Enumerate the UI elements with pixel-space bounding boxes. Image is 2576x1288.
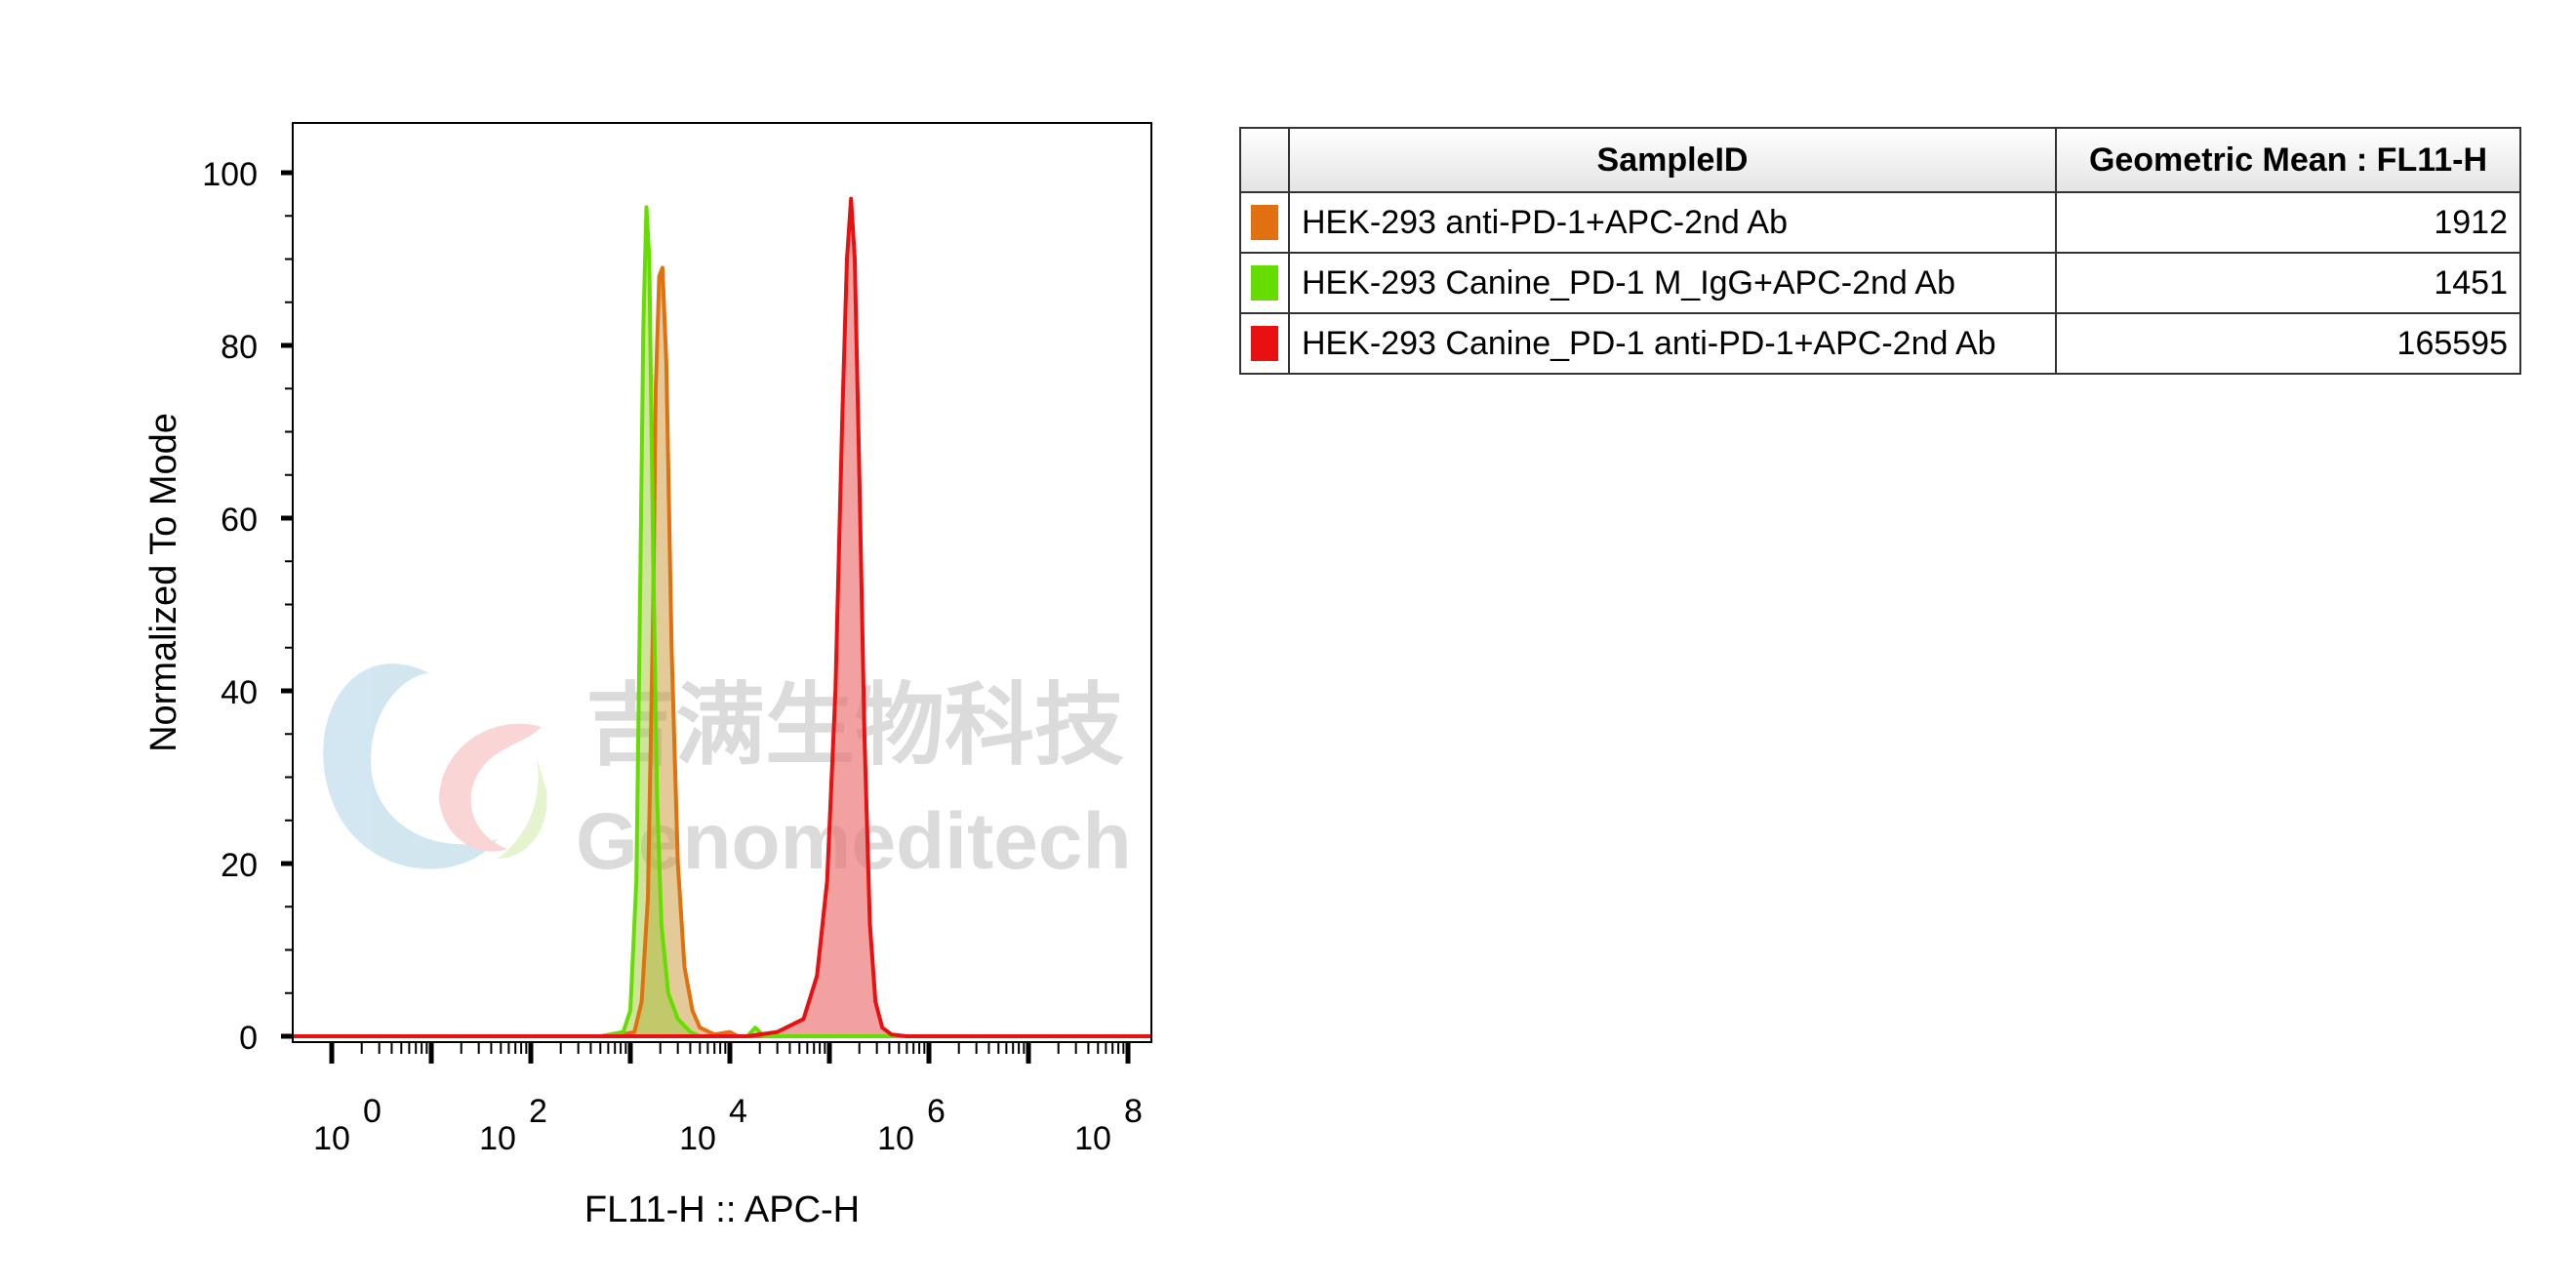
- x-axis-label: FL11-H :: APC-H: [584, 1189, 860, 1230]
- legend-header-sample-id: SampleID: [1288, 127, 2057, 193]
- x-tick-label-exponent: 6: [927, 1093, 946, 1130]
- x-tick-label-base: 10: [877, 1120, 914, 1157]
- y-tick-label: 20: [221, 847, 258, 884]
- legend-swatch-orange: [1251, 205, 1278, 240]
- watermark-logo: 吉满生物科技 Genomeditech: [323, 664, 1132, 886]
- legend-geometric-mean: 1451: [2055, 252, 2521, 314]
- legend-row: HEK-293 anti-PD-1+APC-2nd Ab 1912: [1239, 191, 2521, 254]
- y-axis-label: Normalized To Mode: [143, 413, 184, 752]
- series-line-1: [294, 205, 1150, 1038]
- series-area-1: [294, 207, 1150, 1036]
- legend-row: HEK-293 Canine_PD-1 anti-PD-1+APC-2nd Ab…: [1239, 312, 2521, 375]
- series-line-2: [294, 196, 1150, 1038]
- x-tick-label-base: 10: [479, 1120, 516, 1157]
- series-line-0: [294, 265, 1150, 1038]
- legend-geometric-mean: 165595: [2055, 312, 2521, 375]
- plot-frame: [292, 122, 1152, 1043]
- legend-swatch-red: [1251, 326, 1278, 361]
- x-tick-label-exponent: 4: [729, 1093, 747, 1130]
- series-layer: [294, 196, 1150, 1038]
- legend-header-swatch: [1239, 127, 1290, 193]
- x-tick-label-exponent: 0: [363, 1093, 382, 1130]
- legend-header-row: SampleID Geometric Mean : FL11-H: [1239, 127, 2521, 193]
- x-axis: 10 0 10 2 10 4 10 6 10 8: [313, 1042, 1143, 1157]
- legend-sample-name: HEK-293 Canine_PD-1 anti-PD-1+APC-2nd Ab: [1288, 312, 2057, 375]
- x-tick-label-exponent: 2: [529, 1093, 547, 1130]
- y-tick-label: 80: [221, 329, 258, 366]
- x-tick-label-exponent: 8: [1124, 1093, 1143, 1130]
- series-area-0: [294, 267, 1150, 1036]
- y-tick-label: 40: [221, 674, 258, 711]
- legend-table: SampleID Geometric Mean : FL11-H HEK-293…: [1239, 127, 2521, 375]
- x-tick-label-base: 10: [679, 1120, 716, 1157]
- y-axis: 0 20 40 60 80 100: [202, 156, 293, 1057]
- x-tick-label-base: 10: [1074, 1120, 1111, 1157]
- legend-sample-name: HEK-293 Canine_PD-1 M_IgG+APC-2nd Ab: [1288, 252, 2057, 314]
- y-tick-label: 100: [202, 156, 258, 193]
- legend-header-geometric-mean: Geometric Mean : FL11-H: [2055, 127, 2521, 193]
- series-area-2: [294, 198, 1150, 1037]
- legend-geometric-mean: 1912: [2055, 191, 2521, 254]
- y-tick-label: 60: [221, 502, 258, 539]
- y-tick-label: 0: [239, 1020, 258, 1057]
- legend-row: HEK-293 Canine_PD-1 M_IgG+APC-2nd Ab 145…: [1239, 252, 2521, 314]
- x-tick-label-base: 10: [313, 1120, 350, 1157]
- legend-swatch-green: [1251, 265, 1278, 301]
- legend-sample-name: HEK-293 anti-PD-1+APC-2nd Ab: [1288, 191, 2057, 254]
